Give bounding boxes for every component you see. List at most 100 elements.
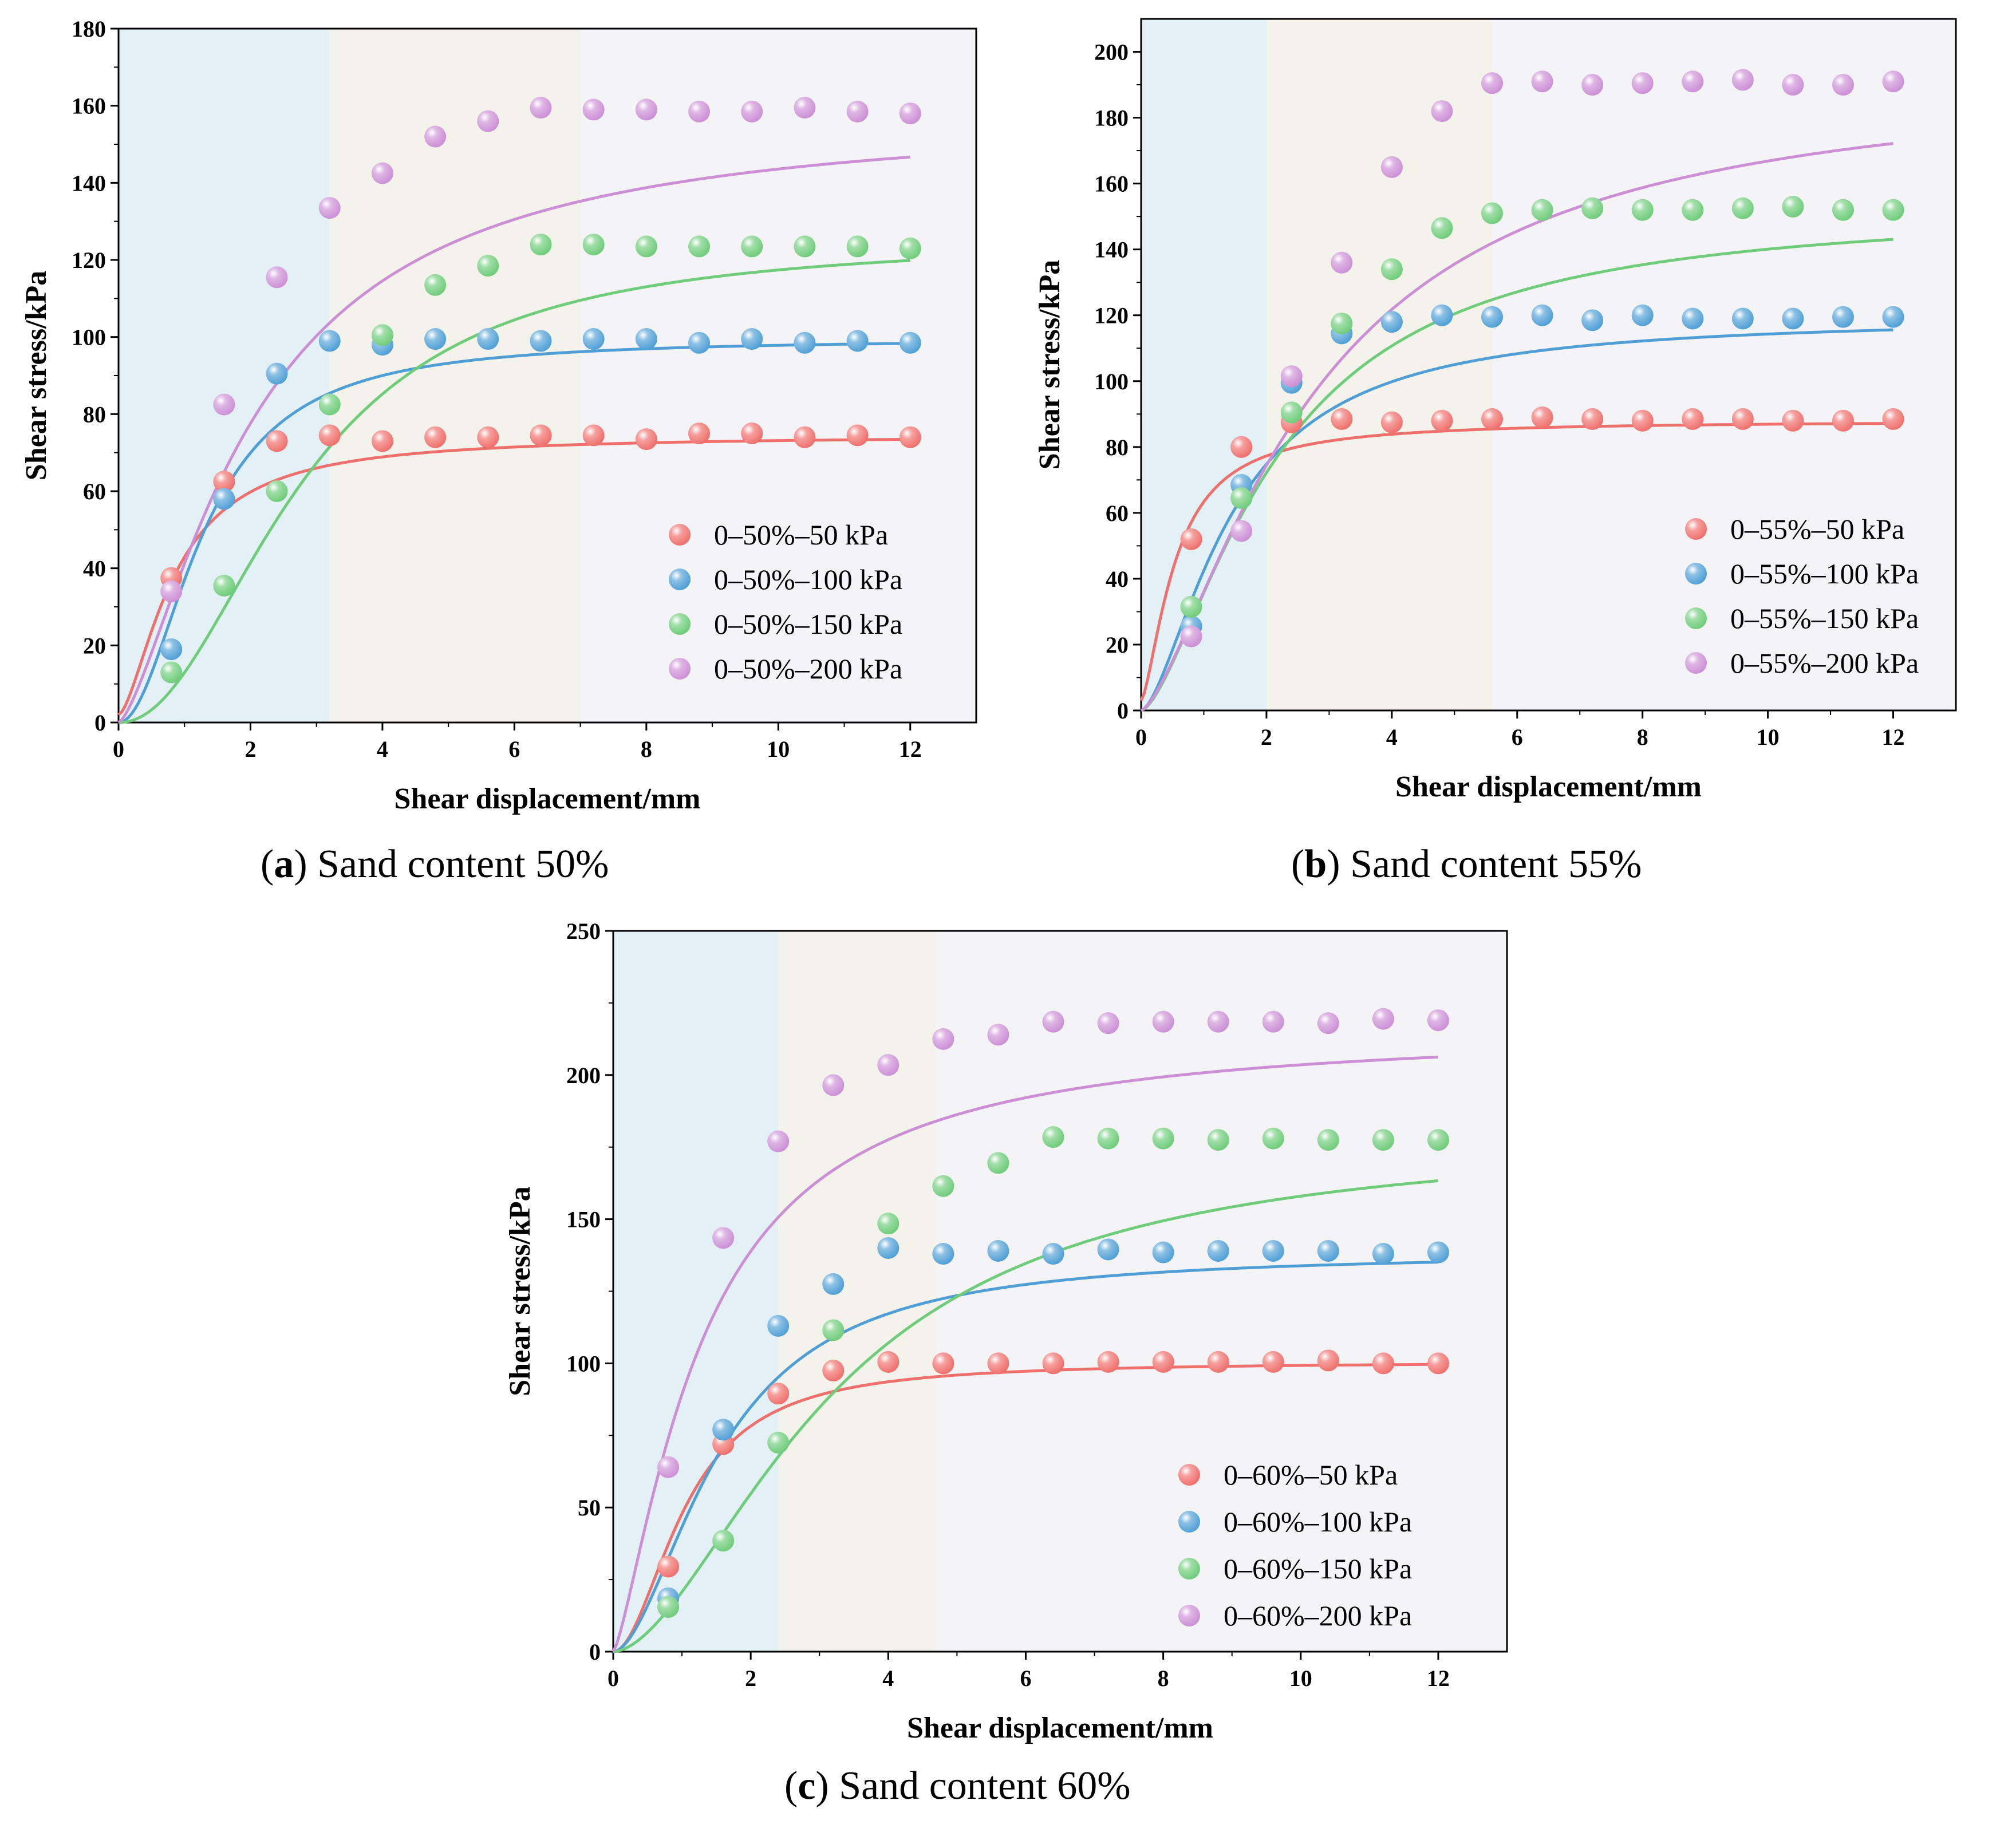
y-tick-label: 150 [566,1207,601,1233]
data-point-150kPa [1380,258,1403,281]
data-point-100kPa [1581,309,1604,331]
data-point-150kPa [1832,199,1854,221]
x-tick-label: 6 [1512,724,1523,750]
data-point-100kPa [846,330,869,352]
data-point-50kPa [582,424,605,447]
data-point-150kPa [1372,1129,1394,1151]
data-point-100kPa [1097,1238,1119,1261]
x-tick-label: 12 [899,736,922,762]
shaded-region [936,931,1507,1652]
shaded-region [580,29,976,722]
data-point-150kPa [1280,401,1303,424]
data-point-100kPa [424,328,447,350]
data-point-100kPa [932,1243,954,1265]
data-point-150kPa [1097,1127,1119,1150]
caption-text: Sand content 60% [829,1764,1131,1808]
fit-curve-100kPa [613,1261,1438,1653]
fit-curve-200kPa [1140,142,1893,712]
y-tick-label: 20 [1106,632,1129,658]
fit-curve-200kPa [117,155,910,724]
data-point-50kPa [1531,406,1553,429]
y-axis-title: Shear stress/kPa [1033,260,1066,469]
legend-marker-150kPa [1685,607,1707,629]
data-point-150kPa [712,1530,735,1552]
legend-label: 0–55%–200 kPa [1730,647,1919,679]
data-point-150kPa [1431,217,1453,239]
data-point-100kPa [582,328,605,350]
data-point-100kPa [1731,307,1754,330]
data-point-200kPa [688,100,711,123]
data-point-100kPa [877,1237,899,1259]
y-tick-label: 140 [72,170,106,196]
data-point-150kPa [1631,199,1654,221]
x-tick-label: 4 [377,736,388,762]
y-tick-label: 0 [1117,698,1129,724]
y-tick-label: 200 [1094,40,1129,65]
data-point-100kPa [1152,1241,1174,1264]
data-point-100kPa [1531,304,1553,326]
data-point-200kPa [899,102,921,125]
chart-sand-content-60: 0 2 4 6 8 10 12 0 50 100 150 200 250 Shear displaceme… [504,918,1508,1744]
data-point-200kPa [530,97,552,119]
x-tick-label: 2 [1261,724,1272,750]
y-axis-title: Shear stress/kPa [20,271,53,480]
data-point-200kPa [1042,1010,1064,1033]
data-point-150kPa [1782,195,1804,218]
data-point-200kPa [794,97,816,119]
data-point-150kPa [1882,199,1904,221]
data-point-100kPa [794,331,816,354]
data-point-100kPa [530,330,552,352]
y-tick-label: 50 [578,1495,601,1521]
y-tick-label: 20 [83,633,106,658]
shaded-region [1141,19,1267,710]
data-point-200kPa [1882,70,1904,93]
data-point-200kPa [822,1074,845,1096]
shaded-region [1492,19,1956,710]
data-point-100kPa [1631,304,1654,326]
legend-label: 0–60%–200 kPa [1224,1600,1412,1632]
legend-marker-100kPa [669,568,691,590]
data-point-50kPa [987,1352,1009,1375]
data-point-200kPa [1331,251,1353,274]
y-tick-label: 40 [83,556,106,582]
data-point-50kPa [846,424,869,447]
data-point-150kPa [1317,1129,1339,1151]
data-point-200kPa [657,1456,680,1478]
shaded-region [119,29,330,722]
x-tick-label: 12 [1427,1665,1450,1691]
data-point-50kPa [1731,408,1754,430]
x-tick-label: 0 [1135,724,1147,750]
y-tick-label: 0 [94,710,106,736]
legend-label: 0–55%–50 kPa [1730,513,1904,545]
data-point-100kPa [712,1419,735,1441]
data-point-150kPa [266,480,288,502]
data-point-200kPa [1280,365,1303,388]
data-point-200kPa [266,266,288,289]
legend-label: 0–60%–100 kPa [1224,1506,1412,1538]
data-point-50kPa [318,424,341,447]
data-point-150kPa [530,234,552,256]
x-tick-label: 10 [1757,724,1780,750]
y-tick-label: 0 [589,1639,601,1665]
x-axis-title: Shear displacement/mm [1395,771,1702,803]
data-point-200kPa [877,1054,899,1076]
x-tick-label: 8 [641,736,652,762]
legend-marker-200kPa [1685,652,1707,674]
panel-b-sand-55: 0 2 4 6 8 10 12 0 20 40 60 80 100 120 140 160 180 200 Shea… [1008,0,2016,916]
data-point-200kPa [213,393,235,416]
data-point-50kPa [1331,408,1353,430]
shaded-region [613,931,779,1652]
x-tick-label: 8 [1158,1665,1169,1691]
data-point-150kPa [1331,313,1353,335]
y-tick-label: 250 [566,918,601,944]
data-point-150kPa [1180,595,1202,618]
data-point-100kPa [1262,1239,1284,1262]
data-point-100kPa [1832,306,1854,328]
legend-label: 0–50%–100 kPa [714,563,902,595]
data-point-50kPa [424,426,447,448]
data-point-50kPa [1317,1349,1339,1372]
data-point-50kPa [1230,436,1253,458]
data-point-200kPa [1531,70,1553,93]
data-point-50kPa [1042,1352,1064,1375]
y-tick-label: 60 [1106,500,1129,526]
